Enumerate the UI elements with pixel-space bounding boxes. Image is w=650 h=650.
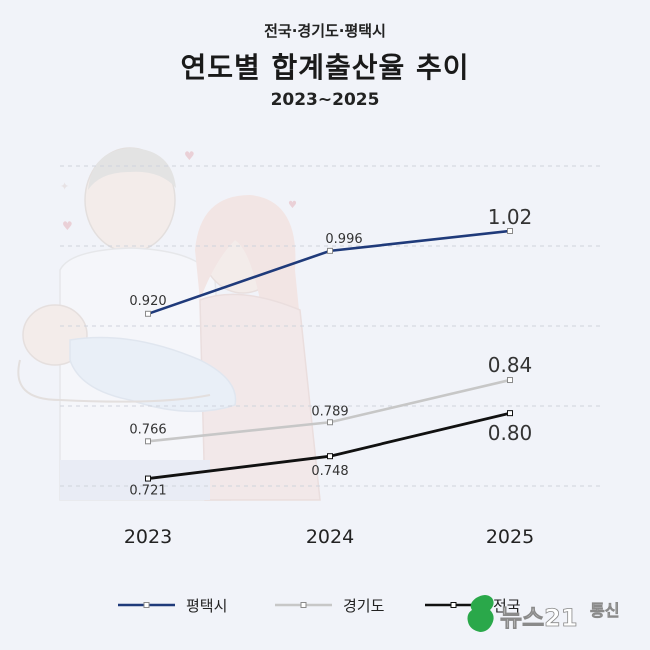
data-point	[145, 310, 151, 317]
legend-marker	[300, 602, 307, 608]
data-point	[327, 453, 333, 460]
x-tick-label: 2023	[124, 526, 172, 548]
x-tick-label: 2024	[306, 526, 354, 548]
data-point	[145, 438, 151, 445]
data-point	[327, 247, 333, 254]
data-point	[507, 377, 513, 384]
chart-subtitle: 2023~2025	[270, 90, 380, 110]
legend-marker	[450, 602, 457, 608]
x-tick-label: 2025	[486, 526, 534, 548]
data-label: 0.766	[129, 422, 166, 437]
chart-supertitle: 전국·경기도·평택시	[264, 22, 386, 40]
heart-icon: ♥	[184, 149, 195, 163]
heart-icon: ♥	[62, 219, 73, 233]
data-label: 0.920	[129, 294, 166, 309]
data-label: 0.84	[488, 353, 533, 377]
sparkle-icon: ✦	[60, 180, 69, 193]
data-label: 0.721	[129, 484, 166, 499]
data-label: 1.02	[488, 205, 533, 229]
legend-label: 평택시	[186, 597, 227, 615]
legend-label: 전국	[493, 597, 521, 615]
series-points	[145, 228, 513, 482]
heart-icon: ♥	[288, 200, 297, 211]
legend: 평택시 경기도 전국	[118, 597, 521, 615]
grid-lines	[60, 165, 600, 487]
family-illustration: ♥ ♥ ♥ ✦	[17, 147, 321, 501]
legend-label: 경기도	[343, 597, 385, 615]
chart-title: 연도별 합계출산율 추이	[180, 51, 470, 84]
data-point	[327, 419, 333, 426]
data-point	[507, 228, 513, 234]
data-label: 0.80	[488, 421, 533, 445]
korea-map-icon	[467, 595, 494, 632]
data-point	[507, 410, 513, 417]
data-label: 0.996	[325, 232, 362, 247]
watermark-logo: 뉴스21 통신	[462, 592, 632, 636]
legend-marker	[143, 602, 150, 608]
x-axis-ticks: 2023 2024 2025	[124, 526, 534, 548]
data-labels: 0.920 0.996 1.02 0.766 0.789 0.84 0.721 0.748 0.…	[129, 205, 532, 499]
watermark-side-text: 통신	[590, 601, 619, 620]
data-label: 0.789	[311, 404, 348, 419]
watermark-text: 뉴스21	[500, 604, 578, 632]
data-label: 0.748	[311, 464, 348, 479]
data-point	[145, 475, 151, 482]
